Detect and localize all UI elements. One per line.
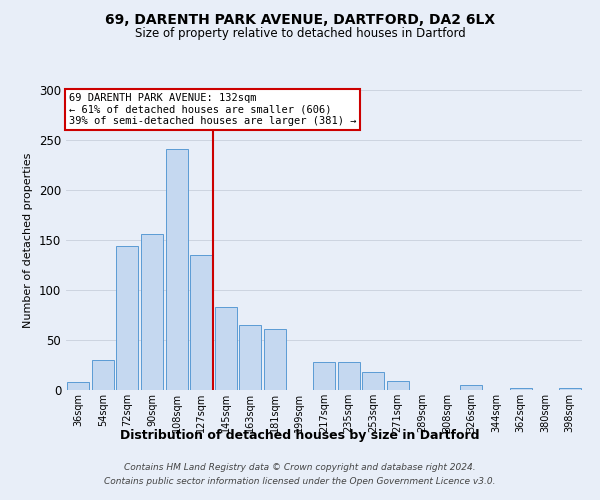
Bar (264, 329, 286, 390)
Bar (239, 325, 262, 390)
Bar (386, 381, 409, 390)
Bar (67, 382, 89, 390)
Bar (215, 307, 237, 390)
Bar (190, 255, 212, 390)
Bar (338, 362, 359, 390)
Bar (313, 362, 335, 390)
Text: Contains public sector information licensed under the Open Government Licence v3: Contains public sector information licen… (104, 477, 496, 486)
Bar (559, 388, 581, 390)
Bar (362, 372, 384, 390)
Bar (141, 234, 163, 390)
Text: Contains HM Land Registry data © Crown copyright and database right 2024.: Contains HM Land Registry data © Crown c… (124, 464, 476, 472)
Bar (92, 360, 114, 390)
Bar (166, 149, 188, 390)
Bar (116, 246, 139, 390)
Text: 69 DARENTH PARK AVENUE: 132sqm
← 61% of detached houses are smaller (606)
39% of: 69 DARENTH PARK AVENUE: 132sqm ← 61% of … (69, 93, 356, 126)
Bar (509, 388, 532, 390)
Text: 69, DARENTH PARK AVENUE, DARTFORD, DA2 6LX: 69, DARENTH PARK AVENUE, DARTFORD, DA2 6… (105, 12, 495, 26)
Text: Distribution of detached houses by size in Dartford: Distribution of detached houses by size … (120, 428, 480, 442)
Y-axis label: Number of detached properties: Number of detached properties (23, 152, 34, 328)
Bar (460, 385, 482, 390)
Text: Size of property relative to detached houses in Dartford: Size of property relative to detached ho… (134, 28, 466, 40)
